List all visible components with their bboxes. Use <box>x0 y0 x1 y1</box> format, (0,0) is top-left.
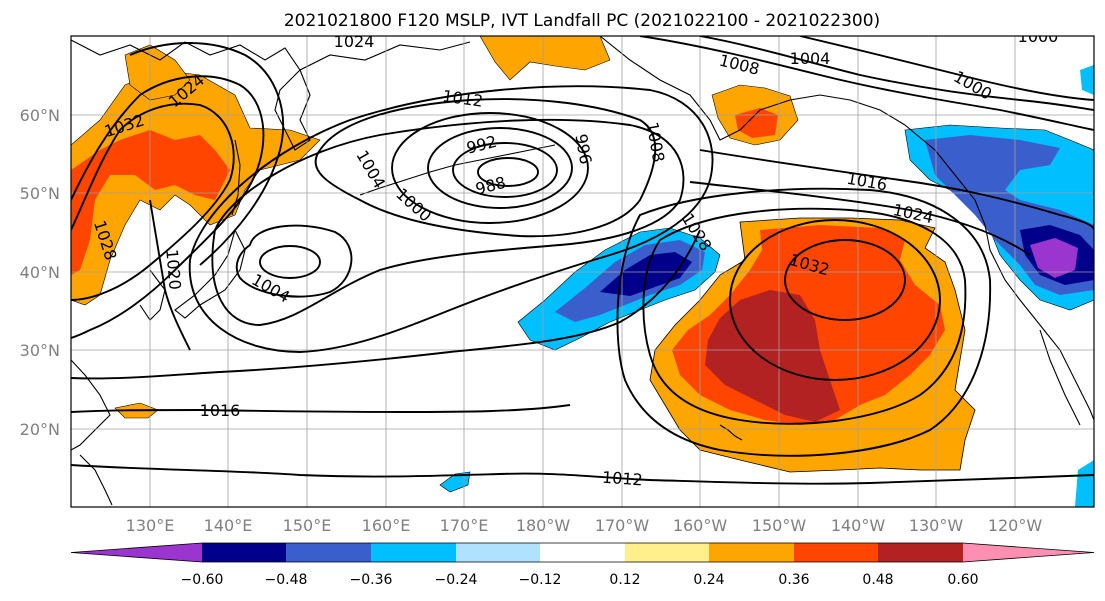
isobar-1028-west <box>71 75 265 339</box>
lat-label-40N: 40°N <box>20 263 60 282</box>
coast-asia <box>71 39 471 71</box>
lon-label-140E: 140°E <box>204 516 253 535</box>
colorbar-segment <box>540 543 625 562</box>
isobar-1004-west <box>235 224 353 298</box>
isobar-low-japan-inner <box>259 245 321 279</box>
colorbar-tick: −0.48 <box>265 572 308 588</box>
mslp-isobars <box>71 36 1094 485</box>
colorbar-segments <box>70 542 1095 563</box>
colorbar-segment <box>286 543 371 562</box>
colorbar-tick: −0.24 <box>435 572 478 588</box>
coast-hawaii <box>719 424 743 441</box>
isobar-988 <box>477 157 539 187</box>
coast-china <box>71 359 111 451</box>
lat-label-50N: 50°N <box>20 184 60 203</box>
isobar-1020-high <box>616 187 992 457</box>
colorbar-tick: 0.60 <box>947 572 978 588</box>
lat-label-30N: 30°N <box>20 341 60 360</box>
isobar-1012-south <box>71 464 1094 485</box>
lon-label-140W: 140°W <box>831 516 886 535</box>
lon-label-170W: 170°W <box>595 516 650 535</box>
colorbar-segment <box>709 543 794 562</box>
coast-islands-sw <box>79 454 113 506</box>
figure-title: 2021021800 F120 MSLP, IVT Landfall PC (2… <box>284 11 880 31</box>
fill-far-right-blue-bottom <box>1075 460 1094 507</box>
isobar-label: 1016 <box>200 401 241 420</box>
isobar-1008-north <box>639 36 1094 131</box>
colorbar-tick: −0.60 <box>181 572 224 588</box>
colorbar-tick: 0.36 <box>778 572 809 588</box>
isobar-1024-ne <box>689 181 1031 256</box>
lon-label-160W: 160°W <box>673 516 728 535</box>
longitude-labels: 130°E 140°E 150°E 160°E 170°E 180°W 170°… <box>126 516 1043 535</box>
isobar-1012-wide <box>188 85 714 353</box>
isobar-1000-north <box>799 36 1094 101</box>
lon-label-150E: 150°E <box>283 516 332 535</box>
lon-label-150W: 150°W <box>752 516 807 535</box>
coast-baja <box>1039 329 1081 426</box>
lon-label-180W: 180°W <box>516 516 571 535</box>
colorbar: −0.60 −0.48 −0.36 −0.24 −0.12 0.12 0.24 … <box>70 542 1095 588</box>
fill-asia-red <box>71 130 230 275</box>
lon-label-130E: 130°E <box>126 516 175 535</box>
fill-alaska-orange-top <box>479 36 611 81</box>
coast-alaska <box>599 36 906 141</box>
colorbar-segment <box>371 543 456 562</box>
colorbar-tick: 0.24 <box>693 572 724 588</box>
isobar-1032-west <box>71 102 235 301</box>
lon-label-120W: 120°W <box>988 516 1043 535</box>
colorbar-segment <box>878 543 963 562</box>
colorbar-segment <box>456 543 540 562</box>
map-frame <box>70 35 1095 508</box>
colorbar-tick: 0.12 <box>609 572 640 588</box>
fill-far-right-blue-top <box>1080 65 1094 95</box>
colorbar-tick: 0.48 <box>862 572 893 588</box>
colorbar-tick: −0.36 <box>350 572 393 588</box>
isobar-label: 1000 <box>1018 27 1059 46</box>
ivt-anomaly-fills <box>71 36 1094 507</box>
colorbar-outline <box>70 542 1095 563</box>
isobar-992 <box>452 142 558 198</box>
lat-label-60N: 60°N <box>20 106 60 125</box>
isobar-label: 1024 <box>334 32 375 51</box>
colorbar-segment <box>963 543 1094 562</box>
isobar-1004-north <box>699 36 1094 111</box>
fill-gulf-red <box>735 108 778 138</box>
isobar-1008-wide <box>211 118 685 326</box>
isobar-1024-high <box>642 207 967 425</box>
colorbar-segment <box>794 543 878 562</box>
map-panel: 1024 1008 1004 1000 1012 992 996 988 100… <box>70 27 1095 508</box>
isobar-1020-west <box>149 199 191 351</box>
colorbar-segment <box>625 543 709 562</box>
coast-sakhalin <box>231 139 241 216</box>
isobar-1028 <box>729 219 941 381</box>
isobar-1000-low <box>391 112 589 224</box>
lon-label-160E: 160°E <box>362 516 411 535</box>
isobar-1004-loop <box>314 98 657 238</box>
isobar-label: 1020 <box>162 248 184 290</box>
lon-label-170E: 170°E <box>440 516 489 535</box>
isobar-1024-west <box>129 42 284 266</box>
coast-na <box>904 124 1094 421</box>
coast-aleutians <box>359 144 556 196</box>
colorbar-ticks: −0.60 −0.48 −0.36 −0.24 −0.12 0.12 0.24 … <box>181 572 979 588</box>
fill-pnw-purple <box>1030 238 1078 278</box>
fill-subtropical-darkred <box>705 290 840 422</box>
isobar-1032-inner <box>784 239 906 321</box>
isobar-996 <box>427 127 573 209</box>
lat-label-20N: 20°N <box>20 420 60 439</box>
gridlines <box>71 36 1094 507</box>
colorbar-segment <box>71 543 202 562</box>
isobar-label: 1012 <box>601 468 643 490</box>
lon-label-130W: 130°W <box>909 516 964 535</box>
colorbar-tick: −0.12 <box>519 572 562 588</box>
isobar-1016-label-line <box>71 404 571 413</box>
latitude-labels: 60°N 50°N 40°N 30°N 20°N <box>20 106 60 439</box>
coast-japan <box>174 228 246 319</box>
isobar-1016-ne <box>699 149 1094 231</box>
isobar-label: 1004 <box>790 49 831 68</box>
colorbar-segment <box>202 543 286 562</box>
